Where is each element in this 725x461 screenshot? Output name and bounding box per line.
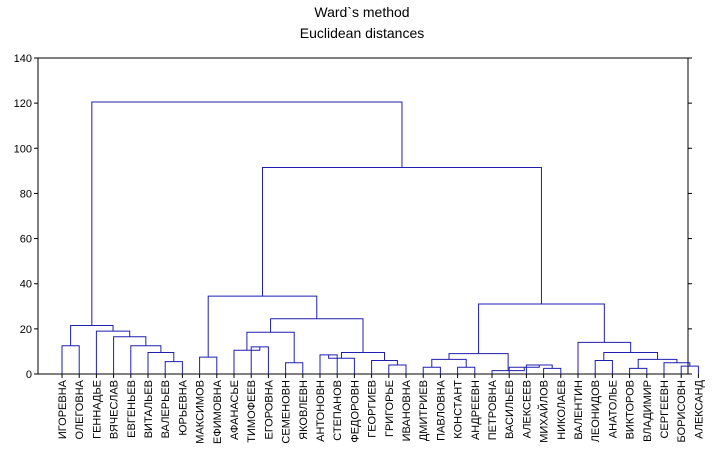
dendrogram-link xyxy=(448,353,509,371)
leaf-label: МАКСИМОВ xyxy=(195,380,207,444)
dendrogram-link xyxy=(341,352,385,361)
leaf-label: ВЯЧЕСЛАВ xyxy=(109,380,121,439)
leaf-label: ВАЛЕРЬЕВ xyxy=(160,380,172,438)
leaf-label: ДМИТРИЕВ xyxy=(418,380,430,441)
leaf-label: ИВАНОВНА xyxy=(401,379,413,441)
dendrogram-link xyxy=(233,346,261,374)
dendrogram-links xyxy=(61,101,699,374)
leaf-label: АНДРЕЕВН xyxy=(470,380,482,440)
leaf-label: АЛЕКСАНД xyxy=(693,379,705,438)
dendrogram-link xyxy=(663,362,691,374)
dendrogram-link xyxy=(371,359,398,374)
leaf-label: КОНСТАНТ xyxy=(453,380,465,439)
dendrogram-link xyxy=(594,359,613,374)
y-tick-label: 80 xyxy=(20,188,32,200)
y-tick-label: 140 xyxy=(14,53,32,65)
dendrogram-link xyxy=(478,303,605,354)
dendrogram-link xyxy=(91,101,403,326)
dendrogram-link xyxy=(147,352,175,374)
leaf-label: ИГОРЕВНА xyxy=(57,379,69,439)
leaf-label: ФЕДОРОВН xyxy=(349,380,361,443)
dendrogram-link xyxy=(319,354,338,374)
dendrogram-link xyxy=(270,318,364,353)
dendrogram-link xyxy=(61,345,80,374)
leaf-label: АЛЕКСЕЕВ xyxy=(521,380,533,438)
dendrogram-link xyxy=(629,367,648,374)
dendrogram-link xyxy=(457,366,476,374)
leaf-label: ВЛАДИМИР xyxy=(642,380,654,442)
leaf-label: ПЕТРОВНА xyxy=(487,379,499,440)
leaf-label: ЕФИМОВНА xyxy=(212,379,224,444)
leaf-label: ВАСИЛЬЕВ xyxy=(504,380,516,439)
leaf-label: СЕМЕНОВН xyxy=(281,380,293,444)
dendrogram-link xyxy=(113,336,147,374)
leaf-label: ЛЕОНИДОВ xyxy=(590,380,602,442)
leaf-label: СТЕПАНОВ xyxy=(332,380,344,441)
y-tick-label: 120 xyxy=(14,98,32,110)
leaf-label: ЮРЬЕВНА xyxy=(177,379,189,435)
dendrogram-link xyxy=(261,166,542,305)
chart-subtitle: Euclidean distances xyxy=(300,25,425,41)
leaf-label: ТИМОФЕЕВ xyxy=(246,380,258,443)
y-tick-label: 40 xyxy=(20,279,32,291)
leaf-label: СЕРГЕЕВН xyxy=(659,380,671,439)
dendrogram-link xyxy=(577,341,632,374)
leaf-label: ПАВЛОВНА xyxy=(435,379,447,441)
leaf-label: ВАЛЕНТИН xyxy=(573,380,585,440)
leaf-label: МИХАЙЛОВ xyxy=(538,380,551,443)
leaf-label: ВИКТОРОВ xyxy=(625,380,637,439)
dendrogram-link xyxy=(164,361,183,374)
dendrogram-link xyxy=(246,331,295,363)
y-axis: 0 20 40 60 80 100 120 140 xyxy=(14,53,692,381)
leaf-label: НИКОЛАЕВ xyxy=(556,380,568,440)
leaf-label: ЕГОРОВНА xyxy=(263,379,275,439)
y-tick-label: 60 xyxy=(20,234,32,246)
dendrogram-link xyxy=(680,365,699,374)
leaf-label: ОЛЕГОВНА xyxy=(74,379,86,439)
dendrogram-link xyxy=(543,367,562,374)
leaf-labels: ИГОРЕВНА ОЛЕГОВНА ГЕННАДЬЕ ВЯЧЕСЛАВ ЕВГЕНЬЕВ… xyxy=(57,374,705,444)
leaf-label: ГРИГОРЬЕ xyxy=(384,380,396,437)
dendrogram-link xyxy=(250,346,269,374)
y-tick-label: 100 xyxy=(14,143,32,155)
dendrogram-link xyxy=(207,295,318,358)
leaf-label: БОРИСОВН xyxy=(676,380,688,442)
dendrogram-link xyxy=(422,366,441,374)
leaf-label: ГЕННАДЬЕ xyxy=(91,380,103,439)
dendrogram-link xyxy=(199,356,218,374)
dendrogram-link xyxy=(431,358,467,368)
leaf-label: АНТОНОВН xyxy=(315,380,327,442)
dendrogram-link xyxy=(130,345,162,374)
leaf-label: АФАНАСЬЕ xyxy=(229,380,241,440)
leaf-label: ЕВГЕНЬЕВ xyxy=(126,380,138,438)
leaf-label: ГЕОРГИЕВ xyxy=(367,380,379,438)
leaf-label: АНАТОЛЬЕ xyxy=(607,380,619,438)
y-tick-label: 0 xyxy=(26,369,32,381)
dendrogram-link xyxy=(95,330,131,374)
plot-frame xyxy=(37,57,689,375)
leaf-label: ЯКОВЛЕВН xyxy=(298,380,310,440)
dendrogram-link xyxy=(285,362,304,374)
leaf-label: ВИТАЛЬЕВ xyxy=(143,380,155,438)
chart-title: Ward`s method xyxy=(314,4,409,20)
dendrogram-link xyxy=(388,364,407,374)
dendrogram-link xyxy=(70,324,114,346)
y-tick-label: 20 xyxy=(20,324,32,336)
dendrogram-link xyxy=(525,364,553,374)
dendrogram-link xyxy=(637,358,678,369)
